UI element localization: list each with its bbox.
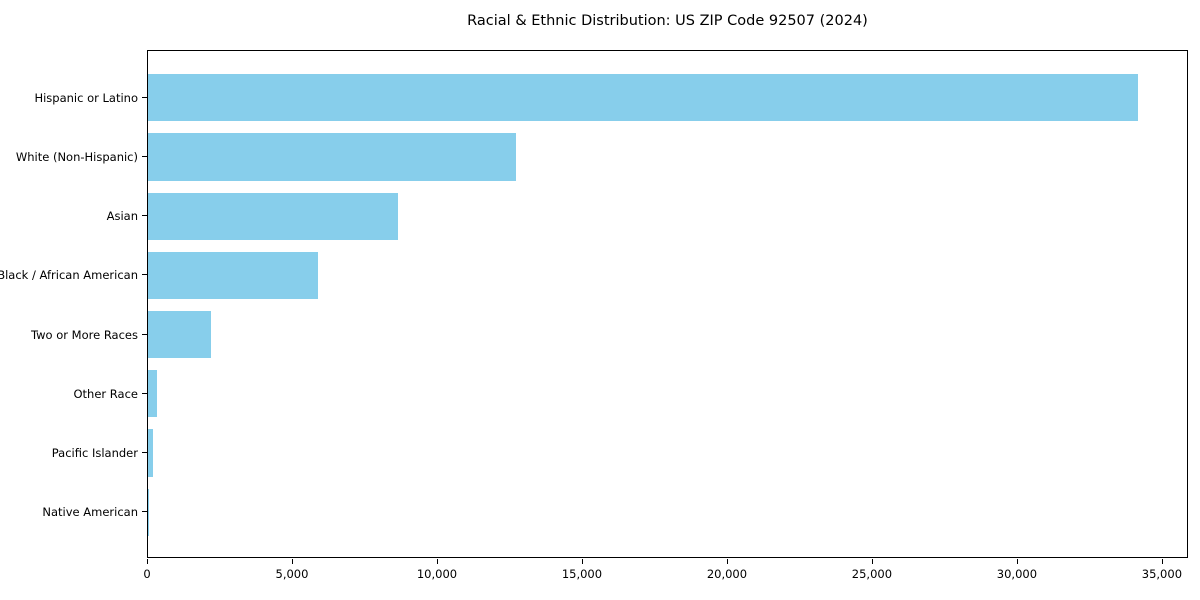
bar [148,133,517,181]
x-tick-label: 30,000 [996,567,1038,581]
bar [148,488,150,536]
x-tick-mark [726,559,728,564]
x-tick-mark [1016,559,1018,564]
x-tick-label: 0 [143,567,151,581]
bar [148,310,212,359]
y-tick-label: Two or More Races [31,327,138,342]
y-tick-mark [142,392,147,394]
x-tick-label: 10,000 [416,567,458,581]
x-tick-mark [1161,559,1163,564]
x-tick-mark [581,559,583,564]
y-tick-mark [142,155,147,157]
x-tick-mark [436,559,438,564]
y-tick-mark [142,274,147,276]
y-tick-label: Black / African American [0,268,138,283]
y-tick-label: White (Non-Hispanic) [15,149,138,164]
x-tick-label: 20,000 [706,567,748,581]
x-tick-label: 25,000 [851,567,893,581]
x-tick-mark [291,559,293,564]
bar [148,251,318,300]
x-tick-mark [871,559,873,564]
y-tick-mark [142,215,147,217]
y-tick-label: Hispanic or Latino [34,90,138,105]
x-tick-label: 15,000 [561,567,603,581]
y-tick-mark [142,333,147,335]
x-tick-label: 5,000 [275,567,309,581]
y-tick-mark [142,511,147,513]
y-tick-label: Pacific Islander [51,446,138,461]
bar [148,429,153,477]
plot-area [147,50,1188,558]
bar [148,370,158,418]
y-tick-mark [142,96,147,98]
y-tick-label: Native American [42,505,138,520]
chart-title: Racial & Ethnic Distribution: US ZIP Cod… [467,13,868,29]
x-tick-label: 35,000 [1141,567,1183,581]
y-tick-label: Asian [106,209,138,224]
y-tick-label: Other Race [73,386,139,401]
y-tick-mark [142,452,147,454]
bar [148,74,1139,122]
bar [148,192,398,240]
x-tick-mark [147,559,148,564]
